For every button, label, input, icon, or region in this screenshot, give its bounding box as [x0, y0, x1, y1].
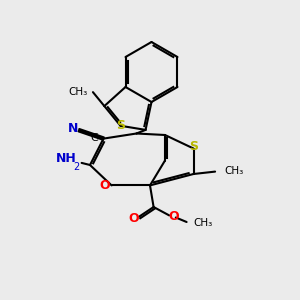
- Text: O: O: [100, 179, 110, 192]
- Text: O: O: [128, 212, 139, 225]
- Text: CH₃: CH₃: [193, 218, 212, 228]
- Text: O: O: [169, 209, 179, 223]
- Text: 2: 2: [74, 162, 80, 172]
- Text: NH: NH: [56, 152, 76, 166]
- Text: N: N: [68, 122, 78, 135]
- Text: CH₃: CH₃: [68, 86, 88, 97]
- Text: S: S: [190, 140, 199, 154]
- Text: S: S: [116, 119, 125, 132]
- Text: CH₃: CH₃: [224, 166, 243, 176]
- Text: C: C: [91, 133, 98, 143]
